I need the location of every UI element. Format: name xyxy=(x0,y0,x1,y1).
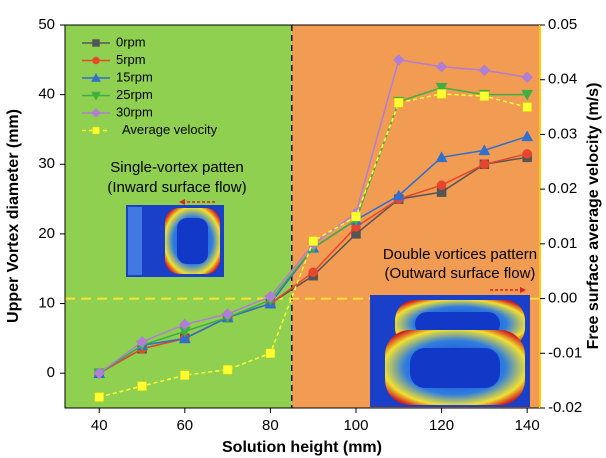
marker xyxy=(521,71,534,84)
marker xyxy=(392,53,405,66)
marker xyxy=(137,381,147,391)
x-tick-label: 40 xyxy=(91,417,108,434)
legend-marker xyxy=(92,39,100,47)
inset-single-vortex xyxy=(126,199,224,277)
legend-marker xyxy=(92,126,100,135)
marker xyxy=(308,267,318,277)
marker xyxy=(178,332,191,344)
marker xyxy=(521,89,534,101)
legend-marker xyxy=(91,72,101,82)
marker xyxy=(521,130,534,142)
marker xyxy=(435,82,448,94)
x-tick-label: 120 xyxy=(429,417,454,434)
marker xyxy=(479,91,490,101)
y2-axis-title: Free surface average velocity (m/s) xyxy=(585,83,602,350)
marker xyxy=(522,102,532,112)
y-axis-title: Upper Vortex diameter (mm) xyxy=(5,109,22,323)
y2-tick-label: 0.02 xyxy=(548,180,577,197)
marker xyxy=(180,370,190,380)
annotation: Single-vortex patten xyxy=(110,159,243,176)
y2-tick-label: 0.05 xyxy=(548,16,577,33)
marker xyxy=(394,97,404,108)
legend-label: 5rpm xyxy=(116,52,146,67)
marker xyxy=(436,180,447,190)
marker xyxy=(265,348,276,359)
marker xyxy=(222,364,233,375)
x-tick-label: 100 xyxy=(343,417,368,434)
legend-label: 0rpm xyxy=(116,34,146,49)
x-tick-label: 140 xyxy=(515,417,540,434)
annotation: (Inward surface flow) xyxy=(107,179,246,196)
x-tick-label: 80 xyxy=(262,417,279,434)
marker xyxy=(392,189,405,201)
legend-marker xyxy=(91,91,101,101)
y-tick-label: 20 xyxy=(38,225,55,242)
legend-marker xyxy=(91,108,101,118)
marker xyxy=(436,89,447,99)
legend-label: Average velocity xyxy=(122,122,218,137)
marker xyxy=(264,290,277,303)
marker xyxy=(178,318,191,331)
legend-label: 25rpm xyxy=(116,87,153,102)
marker xyxy=(435,151,448,163)
y-tick-label: 10 xyxy=(38,295,55,312)
y2-tick-label: 0.03 xyxy=(548,125,577,142)
marker xyxy=(435,60,448,73)
y-tick-label: 40 xyxy=(38,86,55,103)
annotation: (Outward surface flow) xyxy=(385,265,536,282)
y2-tick-label: 0.01 xyxy=(548,235,577,252)
y2-tick-label: 0.04 xyxy=(548,71,577,88)
marker xyxy=(94,392,104,402)
y-tick-label: 0 xyxy=(47,364,55,381)
marker xyxy=(136,335,148,348)
marker xyxy=(351,211,361,222)
marker xyxy=(308,236,318,246)
y2-tick-label: -0.02 xyxy=(548,399,582,416)
legend-marker xyxy=(92,56,100,65)
legend-label: 30rpm xyxy=(116,104,153,119)
y2-tick-label: -0.01 xyxy=(548,344,582,361)
marker xyxy=(479,159,490,170)
x-axis-title: Solution height (mm) xyxy=(222,439,382,456)
marker xyxy=(221,308,234,320)
marker xyxy=(478,144,491,156)
marker xyxy=(478,64,491,77)
y-tick-label: 30 xyxy=(38,155,55,172)
inset-double-vortex xyxy=(370,287,530,407)
marker xyxy=(522,149,532,159)
y-tick-label: 50 xyxy=(38,16,55,33)
annotation: Double vortices pattern xyxy=(383,246,537,263)
marker xyxy=(93,367,106,380)
y2-tick-label: 0.00 xyxy=(548,290,577,307)
x-tick-label: 60 xyxy=(176,417,193,434)
legend-label: 15rpm xyxy=(116,69,153,84)
